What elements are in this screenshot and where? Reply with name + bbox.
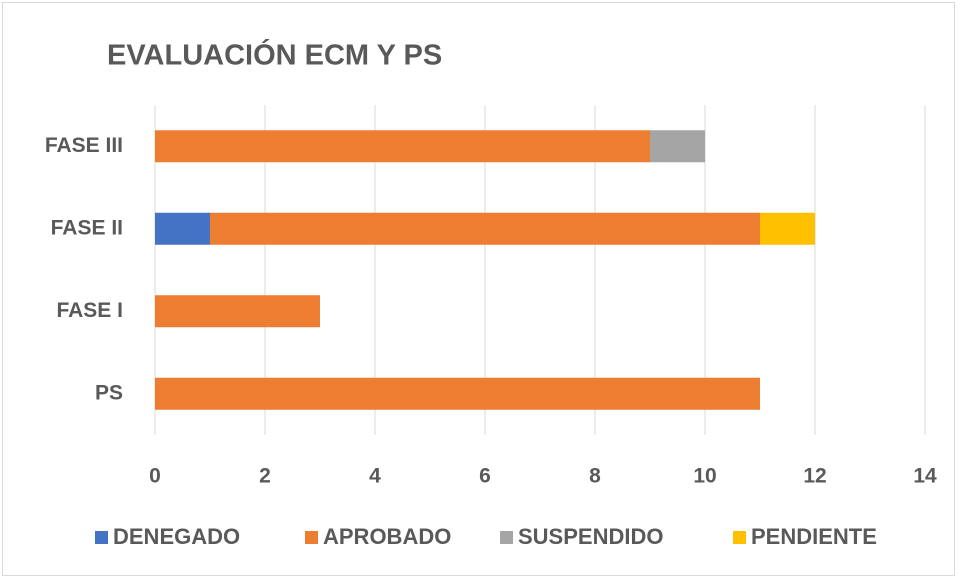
bar-segment [155,130,650,163]
y-tick-label: FASE III [45,134,123,157]
x-tick-label: 4 [369,465,381,488]
legend-swatch [733,531,746,544]
bar-segment [650,130,705,163]
y-tick-label: FASE I [56,299,123,322]
x-tick-label: 2 [259,465,271,488]
bar-segment [760,212,815,245]
legend-swatch [500,531,513,544]
y-tick-label: FASE II [51,216,123,239]
chart-title: EVALUACIÓN ECM Y PS [107,38,442,72]
legend-swatch [305,531,318,544]
x-tick-label: 12 [803,465,826,488]
legend-label: SUSPENDIDO [518,524,663,549]
legend-label: PENDIENTE [751,524,877,549]
x-tick-label: 8 [589,465,601,488]
legend-swatch [95,531,108,544]
bar-segment [155,295,320,328]
bar-segment [155,377,760,410]
x-tick-label: 0 [149,465,161,488]
legend-label: DENEGADO [113,524,240,549]
x-tick-label: 14 [913,465,937,488]
y-tick-label: PS [95,381,123,404]
legend-label: APROBADO [323,524,451,549]
x-tick-label: 6 [479,465,491,488]
x-tick-label: 10 [693,465,716,488]
bar-segment [155,212,210,245]
bar-segment [210,212,760,245]
